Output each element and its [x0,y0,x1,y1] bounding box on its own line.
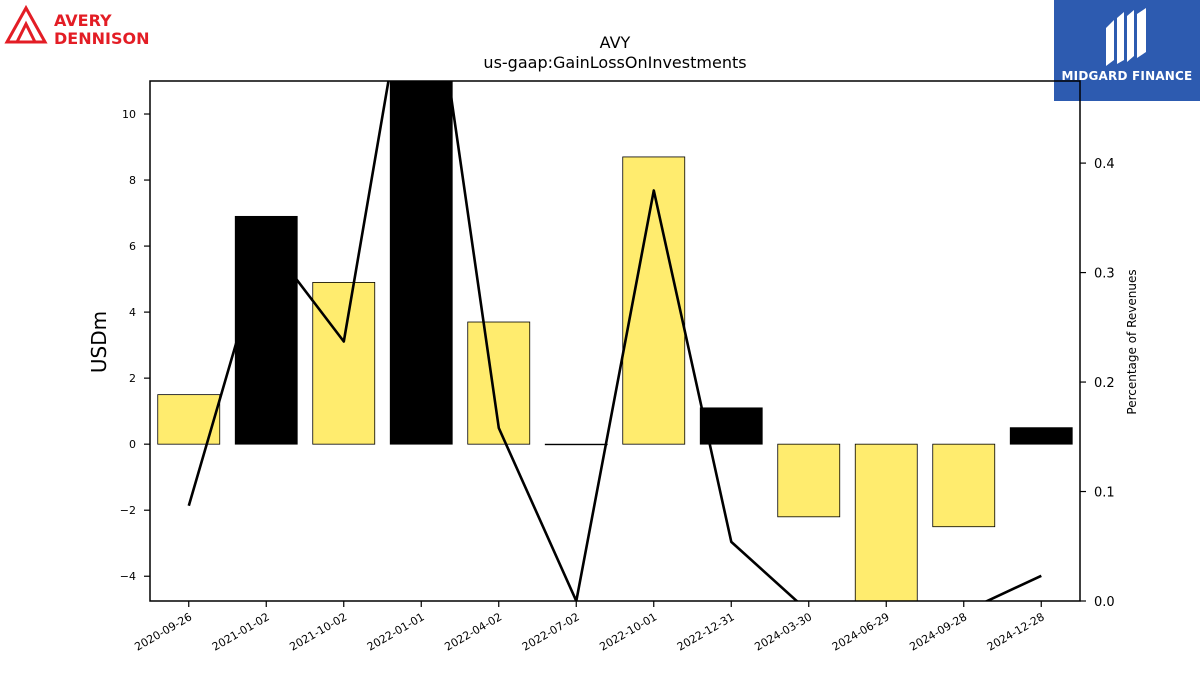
x-tick-label: 2020-09-26 [132,610,194,653]
y-tick-label: 4 [129,306,136,319]
bar-2024-12-28 [1009,427,1073,445]
bar-2020-09-26 [157,394,221,445]
y-tick-label: 8 [129,174,136,187]
x-tick-label: 2021-01-02 [210,610,272,653]
y-tick-label: 10 [122,108,136,121]
bar-2022-07-02 [544,443,608,446]
svg-text:AVERY: AVERY [54,11,112,30]
bar-2022-01-01 [389,81,453,445]
x-tick-label: 2024-12-28 [985,610,1047,653]
bar-2022-12-31 [699,407,763,445]
bar-2024-03-30 [777,443,841,518]
midgard-finance-label: MIDGARD FINANCE [1061,69,1193,83]
avery-dennison-logo-icon: AVERY DENNISON [4,4,149,48]
y-axis-label: USDm [87,311,111,373]
y2-axis-label: Percentage of Revenues [1125,269,1139,414]
bar-2024-09-28 [932,443,996,528]
x-tick-label: 2024-06-29 [830,610,892,653]
y-tick-label: −4 [120,570,136,583]
chart-title: AVY [600,33,631,52]
x-tick-label: 2022-07-02 [520,610,582,653]
y2-tick-label: 0.0 [1094,595,1115,610]
bar-2021-10-02 [312,281,376,445]
plot-frame [149,80,1081,602]
x-tick-label: 2024-03-30 [752,610,814,653]
bar-2024-06-29 [854,443,918,601]
y-tick-label: 0 [129,438,136,451]
x-tick-label: 2021-10-02 [287,610,349,653]
y2-tick-label: 0.1 [1094,486,1115,501]
percentage-of-revenues-line [187,81,1042,601]
y-tick-label: 2 [129,372,136,385]
x-tick-label: 2022-01-01 [365,610,427,653]
avery-dennison-logo: AVERY DENNISON [4,4,164,48]
y-tick-label: 6 [129,240,136,253]
svg-text:DENNISON: DENNISON [54,29,149,48]
x-tick-label: 2022-04-02 [442,610,504,653]
midgard-mark-icon [1106,8,1146,66]
x-tick-label: 2024-09-28 [907,610,969,653]
y2-tick-label: 0.2 [1094,376,1115,391]
y-tick-label: −2 [120,504,136,517]
x-tick-label: 2022-12-31 [675,610,737,653]
line-layer [187,81,1042,601]
y2-tick-label: 0.4 [1094,157,1115,172]
y2-tick-label: 0.3 [1094,267,1115,282]
chart-subtitle: us-gaap:GainLossOnInvestments [483,53,746,72]
bar-2021-01-02 [234,215,298,445]
bars-layer [157,81,1073,601]
midgard-finance-logo: MIDGARD FINANCE [1054,0,1200,101]
x-tick-label: 2022-10-01 [597,610,659,653]
